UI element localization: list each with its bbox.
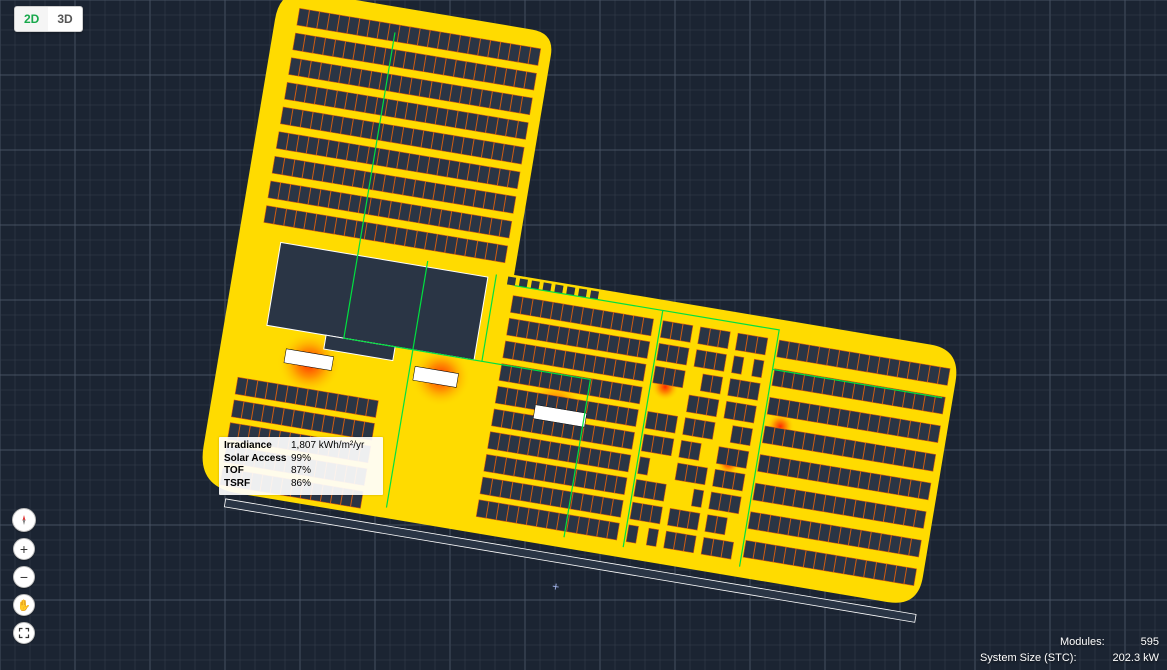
tab-2d[interactable]: 2D: [15, 7, 48, 31]
view-mode-toggle: 2D 3D: [14, 6, 83, 32]
vent: [507, 276, 516, 285]
design-canvas[interactable]: 2D 3D + − ✋ Irradiance1,807 kWh/m²/yr So…: [0, 0, 1167, 670]
status-label: System Size (STC):: [980, 651, 1077, 666]
map-controls: + − ✋: [12, 508, 36, 644]
compass-button[interactable]: [12, 508, 36, 532]
pan-button[interactable]: ✋: [13, 594, 35, 616]
compass-icon: [18, 514, 30, 526]
status-value: 202.3 kW: [1113, 651, 1159, 666]
scene-svg[interactable]: [0, 0, 1167, 670]
tab-3d[interactable]: 3D: [48, 7, 81, 31]
status-label: Modules:: [1060, 635, 1105, 650]
status-value: 595: [1141, 635, 1159, 650]
status-bar: Modules: 595 System Size (STC): 202.3 kW: [980, 635, 1159, 666]
zoom-out-button[interactable]: −: [13, 566, 35, 588]
collapse-icon: [18, 627, 30, 639]
minus-icon: −: [20, 569, 28, 585]
plus-icon: +: [20, 541, 28, 557]
zoom-in-button[interactable]: +: [13, 538, 35, 560]
fit-view-button[interactable]: [13, 622, 35, 644]
hand-icon: ✋: [17, 599, 31, 612]
